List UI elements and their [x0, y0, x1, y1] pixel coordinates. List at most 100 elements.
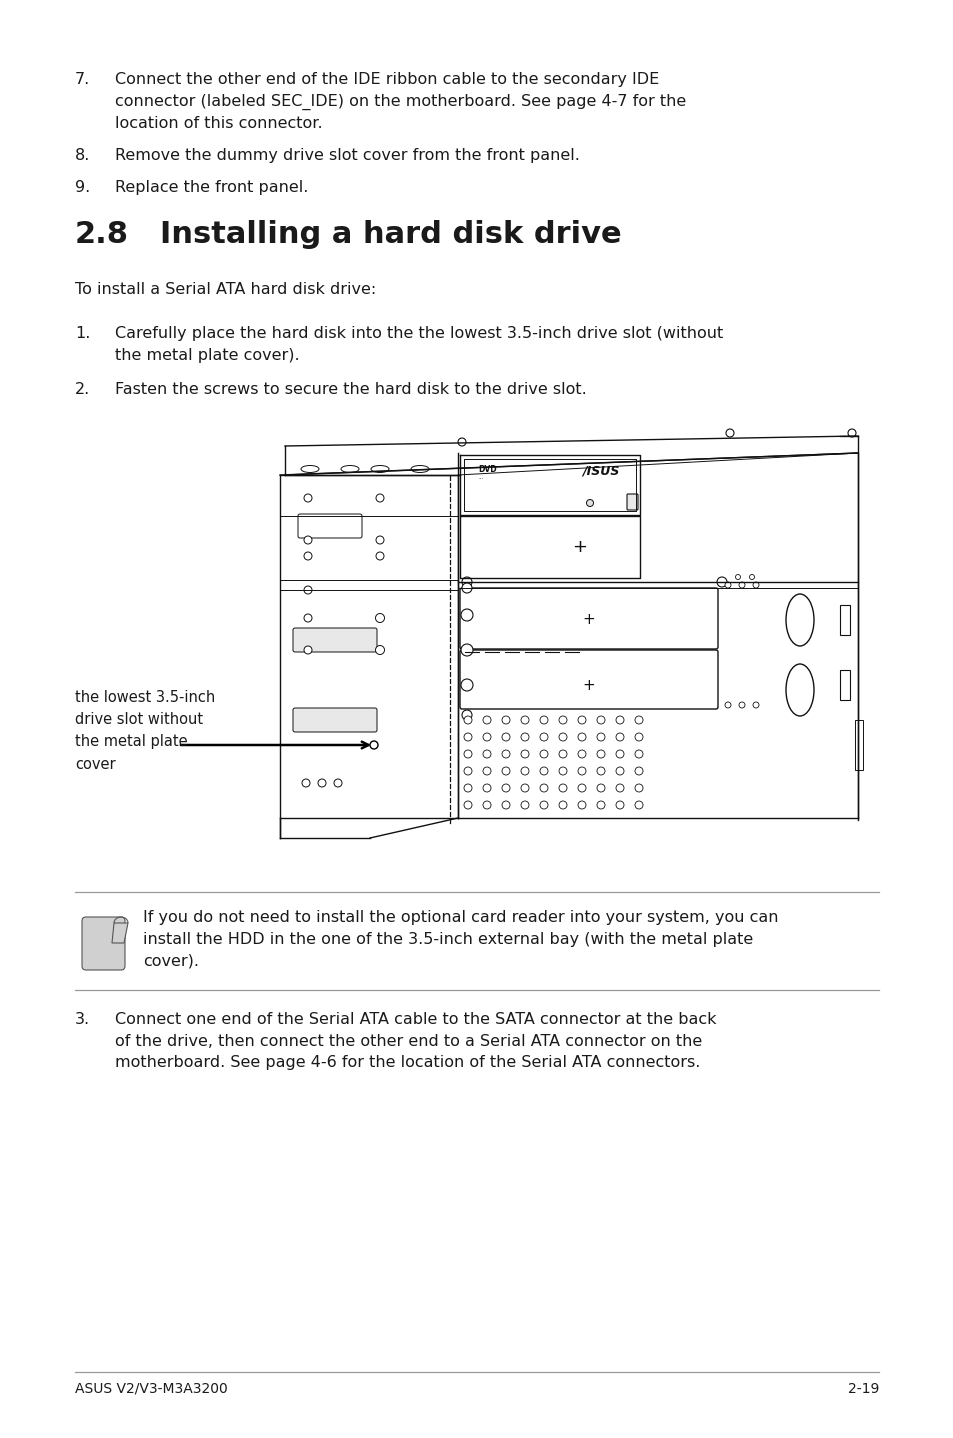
Text: Carefully place the hard disk into the the lowest 3.5-inch drive slot (without
t: Carefully place the hard disk into the t… — [115, 326, 722, 362]
Circle shape — [616, 751, 623, 758]
Circle shape — [482, 751, 491, 758]
Text: If you do not need to install the optional card reader into your system, you can: If you do not need to install the option… — [143, 910, 778, 968]
Circle shape — [578, 801, 585, 810]
Circle shape — [304, 552, 312, 559]
FancyBboxPatch shape — [459, 588, 718, 649]
Circle shape — [520, 766, 529, 775]
Circle shape — [539, 784, 547, 792]
Circle shape — [501, 733, 510, 741]
Circle shape — [597, 801, 604, 810]
Circle shape — [558, 751, 566, 758]
Circle shape — [578, 784, 585, 792]
Text: +: + — [582, 613, 595, 627]
FancyBboxPatch shape — [626, 495, 638, 510]
Circle shape — [725, 429, 733, 437]
Circle shape — [520, 733, 529, 741]
Circle shape — [635, 733, 642, 741]
Circle shape — [616, 784, 623, 792]
Circle shape — [717, 577, 726, 587]
Circle shape — [520, 716, 529, 723]
Circle shape — [482, 716, 491, 723]
Circle shape — [304, 587, 312, 594]
Circle shape — [724, 582, 730, 588]
Circle shape — [558, 733, 566, 741]
Text: Replace the front panel.: Replace the front panel. — [115, 180, 308, 196]
Circle shape — [482, 733, 491, 741]
Text: 7.: 7. — [75, 72, 91, 88]
Circle shape — [482, 784, 491, 792]
Circle shape — [539, 801, 547, 810]
Text: Remove the dummy drive slot cover from the front panel.: Remove the dummy drive slot cover from t… — [115, 148, 579, 162]
Ellipse shape — [411, 466, 429, 473]
Circle shape — [302, 779, 310, 787]
Circle shape — [334, 779, 341, 787]
Text: To install a Serial ATA hard disk drive:: To install a Serial ATA hard disk drive: — [75, 282, 375, 298]
Polygon shape — [112, 923, 128, 943]
Circle shape — [558, 766, 566, 775]
Circle shape — [461, 582, 472, 592]
Circle shape — [463, 784, 472, 792]
Ellipse shape — [785, 664, 813, 716]
FancyBboxPatch shape — [459, 650, 718, 709]
Circle shape — [501, 784, 510, 792]
Circle shape — [482, 766, 491, 775]
Circle shape — [616, 716, 623, 723]
Circle shape — [847, 429, 855, 437]
Text: ...: ... — [477, 475, 483, 480]
Circle shape — [539, 733, 547, 741]
FancyBboxPatch shape — [854, 720, 862, 769]
Circle shape — [463, 733, 472, 741]
Circle shape — [461, 710, 472, 720]
Circle shape — [739, 702, 744, 707]
Circle shape — [460, 610, 473, 621]
Text: 2.: 2. — [75, 383, 91, 397]
Text: /ISUS: /ISUS — [582, 464, 619, 477]
Circle shape — [558, 801, 566, 810]
Circle shape — [586, 499, 593, 506]
Text: 8.: 8. — [75, 148, 91, 162]
Circle shape — [457, 439, 465, 446]
Circle shape — [520, 801, 529, 810]
Circle shape — [735, 575, 740, 580]
Circle shape — [482, 801, 491, 810]
Circle shape — [558, 716, 566, 723]
Circle shape — [752, 582, 759, 588]
Circle shape — [375, 536, 384, 544]
Circle shape — [539, 716, 547, 723]
Text: Installing a hard disk drive: Installing a hard disk drive — [160, 220, 621, 249]
FancyBboxPatch shape — [82, 917, 125, 971]
Circle shape — [752, 702, 759, 707]
Circle shape — [597, 766, 604, 775]
Circle shape — [463, 801, 472, 810]
Circle shape — [597, 751, 604, 758]
Circle shape — [635, 801, 642, 810]
Circle shape — [739, 582, 744, 588]
Text: ASUS V2/V3-M3A3200: ASUS V2/V3-M3A3200 — [75, 1382, 228, 1396]
FancyBboxPatch shape — [840, 605, 849, 636]
Circle shape — [304, 536, 312, 544]
Circle shape — [460, 679, 473, 692]
Text: +: + — [572, 538, 587, 557]
Ellipse shape — [785, 594, 813, 646]
Circle shape — [749, 575, 754, 580]
Circle shape — [616, 733, 623, 741]
FancyBboxPatch shape — [293, 628, 376, 651]
Circle shape — [460, 644, 473, 656]
Ellipse shape — [301, 466, 318, 473]
Circle shape — [501, 766, 510, 775]
Circle shape — [501, 801, 510, 810]
Circle shape — [724, 702, 730, 707]
FancyBboxPatch shape — [840, 670, 849, 700]
Text: Connect one end of the Serial ATA cable to the SATA connector at the back
of the: Connect one end of the Serial ATA cable … — [115, 1012, 716, 1070]
Text: Connect the other end of the IDE ribbon cable to the secondary IDE
connector (la: Connect the other end of the IDE ribbon … — [115, 72, 685, 131]
Circle shape — [304, 614, 312, 623]
Circle shape — [597, 784, 604, 792]
FancyBboxPatch shape — [297, 513, 361, 538]
Text: +: + — [582, 677, 595, 693]
Circle shape — [375, 614, 384, 623]
Text: 9.: 9. — [75, 180, 91, 196]
Circle shape — [463, 751, 472, 758]
Text: the lowest 3.5-inch
drive slot without
the metal plate
cover: the lowest 3.5-inch drive slot without t… — [75, 690, 215, 772]
Circle shape — [558, 784, 566, 792]
Circle shape — [520, 784, 529, 792]
